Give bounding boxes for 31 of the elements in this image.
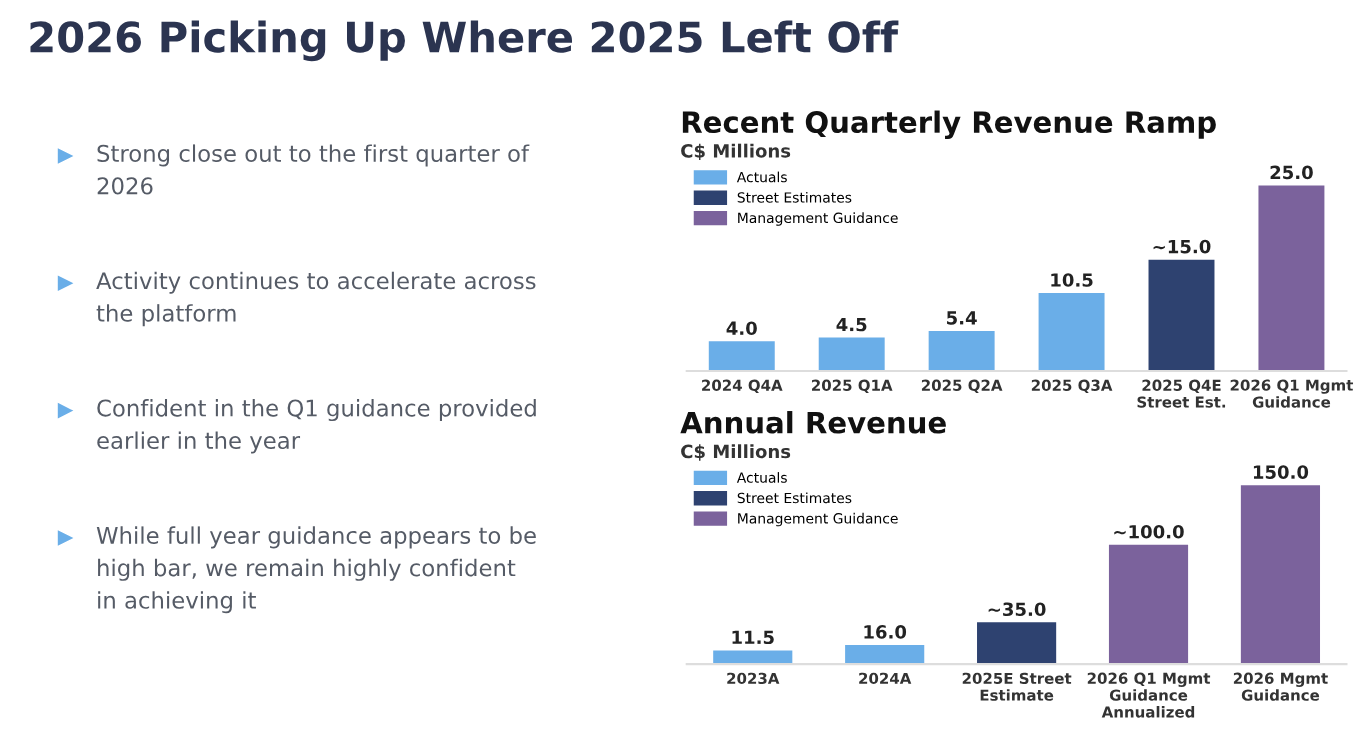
data-label: 4.0 — [726, 321, 757, 336]
bar — [845, 645, 925, 665]
bar — [818, 337, 885, 371]
text: Activity continues to accelerate across the platform — [96, 271, 536, 327]
bar — [708, 341, 775, 371]
text: Confident in the Q1 guidance provided earlier in the year — [97, 399, 536, 454]
data-label: 11.5 — [732, 630, 774, 645]
bar — [928, 330, 995, 371]
data-label: ~100.0 — [1114, 524, 1184, 539]
bar — [1148, 259, 1215, 371]
bar — [1108, 544, 1189, 665]
data-label: ~35.0 — [988, 602, 1046, 617]
data-label: ~15.0 — [1153, 239, 1211, 254]
data-label: 4.5 — [836, 317, 867, 332]
bar — [1258, 185, 1325, 371]
data-label: 16.0 — [864, 625, 907, 639]
text: 2026 Picking Up Where 2025 Left Off — [30, 20, 899, 62]
data-label: 10.5 — [1051, 273, 1093, 287]
data-label: 25.0 — [1270, 165, 1313, 180]
data-label: 150.0 — [1253, 465, 1309, 479]
data-label: 5.4 — [947, 311, 977, 325]
chart-subtitle: C$ Millions — [681, 444, 791, 461]
chart-title: Recent Quarterly Revenue Ramp — [682, 110, 1216, 139]
bar — [977, 622, 1057, 665]
bar — [713, 650, 793, 665]
chart-title: Annual Revenue — [680, 411, 946, 434]
text: While full year guidance appears to be high bar, we remain highly confident in achieving it — [96, 526, 536, 614]
chart-subtitle: C$ Millions — [681, 143, 791, 161]
bar — [1038, 293, 1105, 371]
text: Strong close out to the first quarter of 2026 — [97, 144, 530, 195]
bar — [1240, 485, 1321, 665]
